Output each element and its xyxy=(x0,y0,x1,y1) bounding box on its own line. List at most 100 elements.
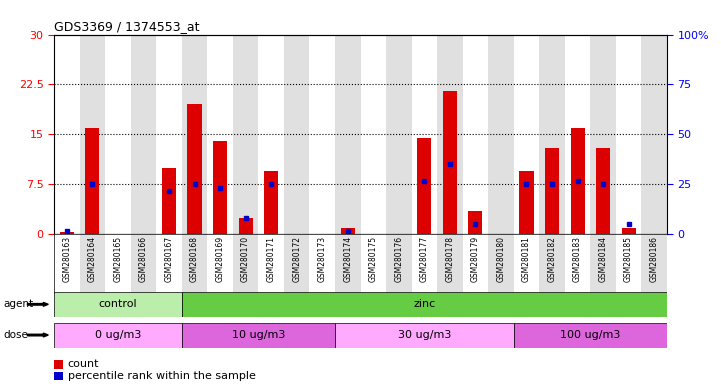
Bar xyxy=(156,234,182,294)
Bar xyxy=(616,234,642,294)
Bar xyxy=(182,35,208,234)
Text: GSM280182: GSM280182 xyxy=(547,236,557,282)
Bar xyxy=(443,91,457,234)
Bar xyxy=(437,35,463,234)
Bar xyxy=(596,148,610,234)
Bar xyxy=(417,138,431,234)
Bar xyxy=(360,234,386,294)
Bar xyxy=(233,35,258,234)
Bar xyxy=(545,148,559,234)
Bar xyxy=(213,141,227,234)
Text: GSM280165: GSM280165 xyxy=(113,236,123,282)
Text: GSM280176: GSM280176 xyxy=(394,236,403,282)
Text: GSM280169: GSM280169 xyxy=(216,236,224,282)
Bar xyxy=(162,168,176,234)
Bar xyxy=(54,35,79,234)
Bar xyxy=(187,104,202,234)
Text: control: control xyxy=(99,299,137,310)
Bar xyxy=(539,35,565,234)
Text: GSM280185: GSM280185 xyxy=(624,236,633,282)
Bar xyxy=(386,234,412,294)
Bar xyxy=(412,234,437,294)
Text: GSM280166: GSM280166 xyxy=(139,236,148,282)
Text: percentile rank within the sample: percentile rank within the sample xyxy=(68,371,256,381)
Bar xyxy=(131,234,156,294)
Bar xyxy=(264,171,278,234)
Bar xyxy=(590,35,616,234)
Bar xyxy=(590,234,616,294)
Bar xyxy=(341,228,355,234)
Text: GSM280171: GSM280171 xyxy=(267,236,275,282)
Bar xyxy=(565,35,590,234)
Bar xyxy=(79,35,105,234)
Text: GSM280174: GSM280174 xyxy=(343,236,353,282)
Text: 10 ug/m3: 10 ug/m3 xyxy=(231,330,285,340)
Bar xyxy=(182,292,667,317)
Text: GSM280164: GSM280164 xyxy=(88,236,97,282)
Bar xyxy=(208,35,233,234)
Text: GSM280186: GSM280186 xyxy=(650,236,659,282)
Bar xyxy=(469,211,482,234)
Text: GSM280172: GSM280172 xyxy=(292,236,301,282)
Text: GSM280170: GSM280170 xyxy=(241,236,250,282)
Bar xyxy=(54,323,182,348)
Text: agent: agent xyxy=(4,299,34,310)
Text: GSM280173: GSM280173 xyxy=(318,236,327,282)
Bar xyxy=(258,234,284,294)
Bar xyxy=(309,35,335,234)
Bar xyxy=(570,128,585,234)
Bar xyxy=(463,35,488,234)
Bar xyxy=(360,35,386,234)
Bar xyxy=(622,228,636,234)
Text: GSM280168: GSM280168 xyxy=(190,236,199,282)
Bar xyxy=(182,234,208,294)
Bar xyxy=(105,234,131,294)
Bar xyxy=(412,35,437,234)
Bar xyxy=(105,35,131,234)
Text: GSM280167: GSM280167 xyxy=(164,236,174,282)
Text: GSM280175: GSM280175 xyxy=(368,236,378,282)
Text: GSM280183: GSM280183 xyxy=(573,236,582,282)
Text: count: count xyxy=(68,359,99,369)
Text: dose: dose xyxy=(4,330,29,340)
Bar xyxy=(79,234,105,294)
Bar xyxy=(54,234,79,294)
Bar xyxy=(60,232,74,234)
Text: GDS3369 / 1374553_at: GDS3369 / 1374553_at xyxy=(54,20,200,33)
Bar xyxy=(335,323,513,348)
Text: 0 ug/m3: 0 ug/m3 xyxy=(94,330,141,340)
Bar xyxy=(208,234,233,294)
Bar xyxy=(54,292,182,317)
Bar xyxy=(513,323,667,348)
Text: 30 ug/m3: 30 ug/m3 xyxy=(398,330,451,340)
Bar xyxy=(156,35,182,234)
Text: GSM280163: GSM280163 xyxy=(62,236,71,282)
Bar xyxy=(488,234,514,294)
Bar xyxy=(513,234,539,294)
Bar xyxy=(437,234,463,294)
Bar xyxy=(642,234,667,294)
Bar xyxy=(131,35,156,234)
Bar xyxy=(642,35,667,234)
Bar xyxy=(539,234,565,294)
Text: GSM280177: GSM280177 xyxy=(420,236,429,282)
Bar xyxy=(284,234,309,294)
Bar xyxy=(258,35,284,234)
Bar xyxy=(182,323,335,348)
Bar xyxy=(335,35,360,234)
Bar xyxy=(233,234,258,294)
Bar xyxy=(309,234,335,294)
Text: GSM280180: GSM280180 xyxy=(497,236,505,282)
Bar xyxy=(284,35,309,234)
Text: GSM280181: GSM280181 xyxy=(522,236,531,282)
Bar xyxy=(463,234,488,294)
Bar xyxy=(335,234,360,294)
Text: 100 ug/m3: 100 ug/m3 xyxy=(560,330,621,340)
Bar xyxy=(239,218,252,234)
Bar xyxy=(85,128,99,234)
Text: GSM280179: GSM280179 xyxy=(471,236,480,282)
Bar xyxy=(565,234,590,294)
Bar xyxy=(513,35,539,234)
Bar xyxy=(519,171,534,234)
Bar xyxy=(488,35,514,234)
